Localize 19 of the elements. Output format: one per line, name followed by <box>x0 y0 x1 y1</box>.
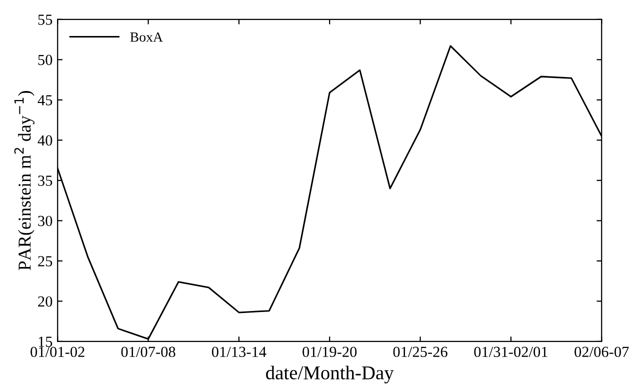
x-tick-label: 02/06-07 <box>574 346 629 358</box>
y-tick-label: 25 <box>38 256 52 266</box>
legend-label: BoxA <box>130 32 163 42</box>
x-axis-title: date/Month-Day <box>266 366 394 384</box>
x-tick-label: 01/07-08 <box>121 346 176 358</box>
y-tick-label: 35 <box>38 176 52 186</box>
x-tick-label: 01/25-26 <box>393 346 448 358</box>
y-tick-label: 55 <box>38 14 52 25</box>
y-axis-title: PAR(einstein m$^{2}$ day$^{−1}$) <box>14 91 34 270</box>
x-tick-label: 01/01-02 <box>30 346 84 358</box>
y-tick-label: 20 <box>38 296 52 307</box>
x-tick-label: 01/13-14 <box>212 346 266 358</box>
x-tick-label: 01/19-20 <box>302 346 357 358</box>
y-tick-label: 30 <box>38 216 52 226</box>
x-tick-label: 01/31-02/01 <box>474 346 548 358</box>
y-tick-label: 40 <box>38 135 52 146</box>
y-tick-label: 50 <box>38 54 52 66</box>
y-tick-label: 15 <box>38 336 52 347</box>
y-tick-label: 45 <box>38 95 52 106</box>
